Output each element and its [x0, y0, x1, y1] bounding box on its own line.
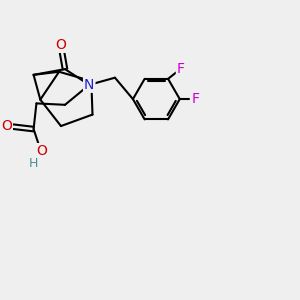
Text: N: N	[84, 78, 94, 92]
Text: O: O	[55, 38, 66, 52]
Text: F: F	[191, 92, 200, 106]
Text: H: H	[29, 157, 38, 170]
Text: O: O	[1, 119, 12, 133]
Text: O: O	[37, 144, 48, 158]
Text: F: F	[177, 62, 185, 76]
